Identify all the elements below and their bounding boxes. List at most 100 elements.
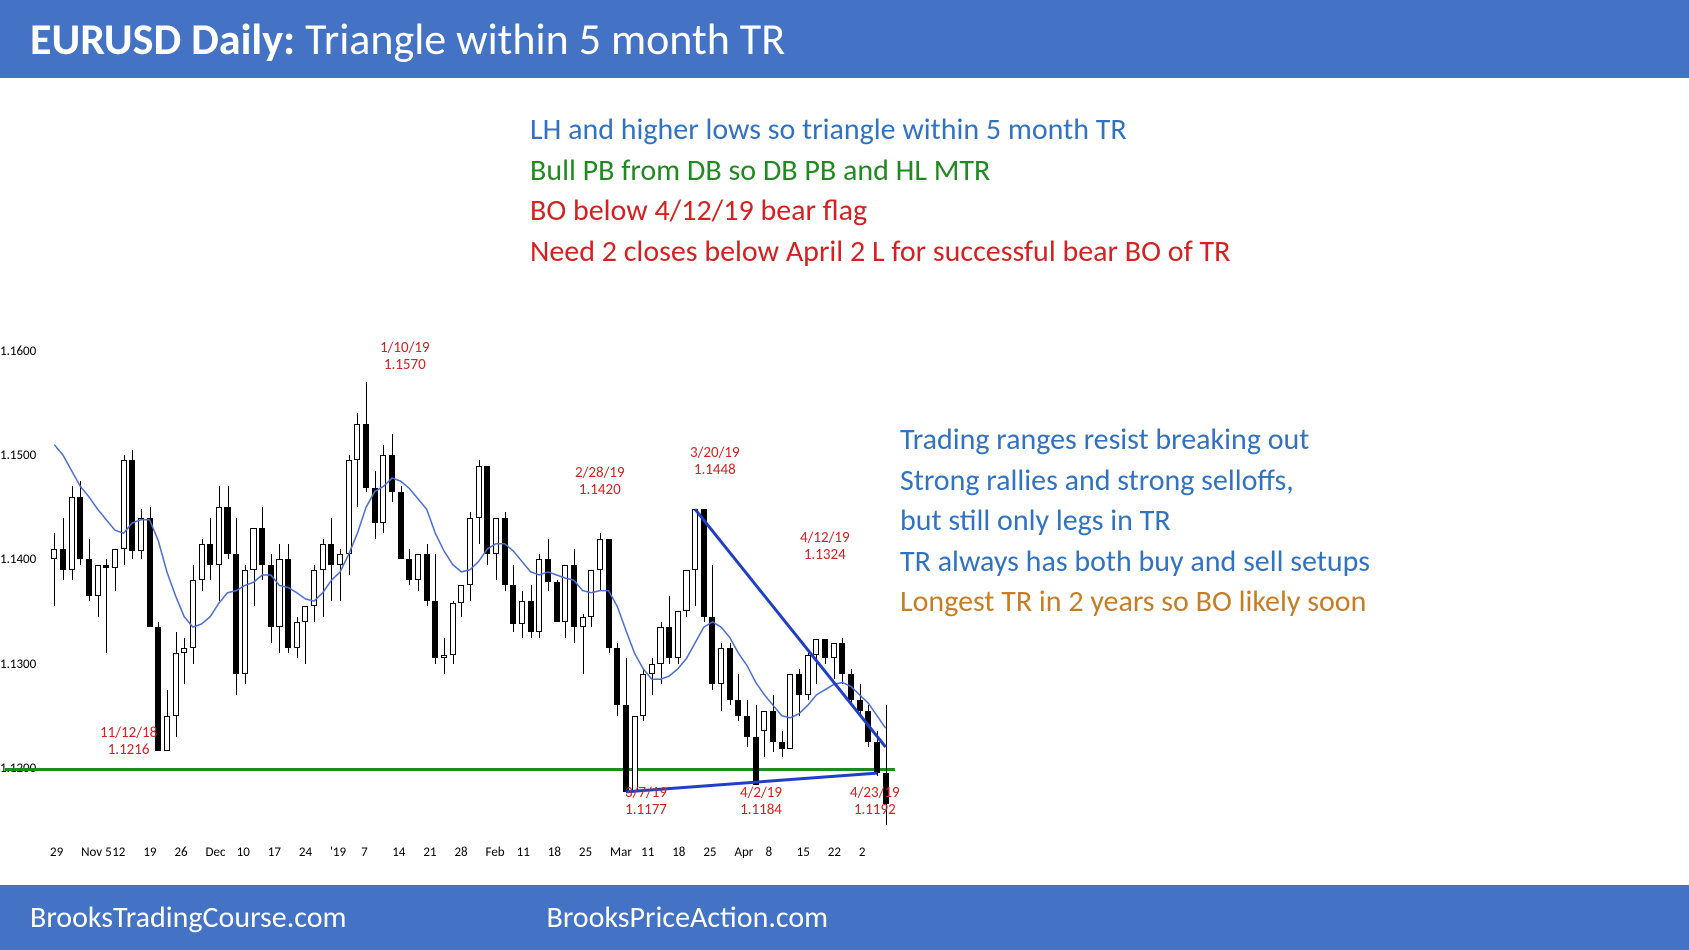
candle-body [86,559,92,595]
candle-body [294,622,300,648]
candle-body [779,742,785,749]
candle-body [666,627,672,658]
candle-body [606,539,612,648]
candle-body [502,518,508,586]
top-annotations: LH and higher lows so triangle within 5 … [530,110,1230,272]
x-tick-label: 15 [797,845,810,860]
candle-body [718,648,724,684]
candle-body [268,565,274,628]
candle-body [354,424,360,460]
header-title-bold: EURUSD Daily: [30,12,295,66]
x-tick-label: 18 [548,845,561,860]
candle-body [69,497,75,570]
footer: BrooksTradingCourse.com BrooksPriceActio… [0,885,1689,950]
candle-body [857,700,863,710]
candle-body [657,627,663,663]
candle-body [493,518,499,554]
x-tick-label: 12 [112,845,125,860]
candle-body [441,655,447,658]
candle-body [571,565,577,628]
side-notes: Trading ranges resist breaking out Stron… [900,420,1370,623]
y-tick-label: 1.1600 [0,344,36,359]
x-tick-label: 25 [579,845,592,860]
candle-body [415,554,421,580]
candle-body [580,617,586,627]
x-tick-label: 14 [392,845,405,860]
candle-body [874,742,880,773]
candle-body [276,559,282,627]
candle-body [632,716,638,792]
candle-body [328,544,334,565]
header: EURUSD Daily: Triangle within 5 month TR [0,0,1689,78]
candle-body [805,655,811,695]
candle-body [164,716,170,751]
footer-site-1: BrooksTradingCourse.com [30,899,347,936]
candle-body [424,554,430,601]
candle-body [207,544,213,565]
candle-body [744,716,750,737]
x-tick-label: Apr [734,845,753,860]
candle-wick [184,638,185,685]
candle-body [458,585,464,603]
candle-body [60,549,66,570]
x-tick-label: 24 [299,845,312,860]
x-tick-label: 7 [361,845,368,860]
chart-price-label: 1/10/191.1570 [380,340,430,373]
candle-body [683,570,689,612]
candle-body [562,565,568,622]
candle-body [224,507,230,554]
candle-body [519,601,525,624]
chart-price-label: 11/12/181.1216 [100,725,157,758]
candle-body [831,643,837,659]
x-tick-label: 28 [454,845,467,860]
candle-body [484,466,490,555]
candle-wick [54,533,55,606]
chart-price-label: 3/7/191.1177 [625,785,667,818]
y-axis: 1.12001.13001.14001.15001.1600 [0,330,50,860]
candle-body [112,549,118,568]
candle-body [173,653,179,716]
x-tick-label: Mar [610,845,632,860]
candlestick-chart: 1.12001.13001.14001.15001.1600 11/12/181… [0,330,900,860]
candle-body [770,711,776,742]
x-tick-label: 26 [174,845,187,860]
candle-body [813,639,819,656]
x-tick-label: 8 [766,845,773,860]
candle-body [796,674,802,695]
x-tick-label: Nov 5 [81,845,112,860]
x-tick-label: 21 [423,845,436,860]
candle-body [147,518,153,627]
candle-body [121,460,127,549]
x-tick-label: 25 [703,845,716,860]
candle-body [649,664,655,674]
y-tick-label: 1.1400 [0,552,36,567]
side-note-1: Trading ranges resist breaking out [900,420,1370,461]
chart-price-label: 4/23/191.1192 [850,785,900,818]
annotation-2: Bull PB from DB so DB PB and HL MTR [530,151,1230,192]
side-note-3: but still only legs in TR [900,501,1370,542]
x-tick-label: 22 [828,845,841,860]
candle-body [77,497,83,560]
x-tick-label: Feb [486,845,505,860]
chart-price-label: 4/2/191.1184 [740,785,782,818]
candle-body [640,674,646,716]
x-tick-label: '19 [330,845,346,860]
candle-body [250,528,256,570]
candle-body [406,559,412,580]
candle-body [545,559,551,582]
candle-body [190,580,196,648]
candle-body [554,582,560,622]
y-tick-label: 1.1300 [0,657,36,672]
side-note-5: Longest TR in 2 years so BO likely soon [900,582,1370,623]
candle-body [103,565,109,568]
annotation-4: Need 2 closes below April 2 L for succes… [530,232,1230,273]
candle-body [761,711,767,732]
candle-body [51,549,57,559]
y-tick-label: 1.1500 [0,448,36,463]
chart-price-label: 2/28/191.1420 [575,465,625,498]
candle-body [675,611,681,658]
candle-body [432,601,438,658]
candle-body [701,509,707,616]
candle-body [285,559,291,648]
x-tick-label: 29 [50,845,63,860]
